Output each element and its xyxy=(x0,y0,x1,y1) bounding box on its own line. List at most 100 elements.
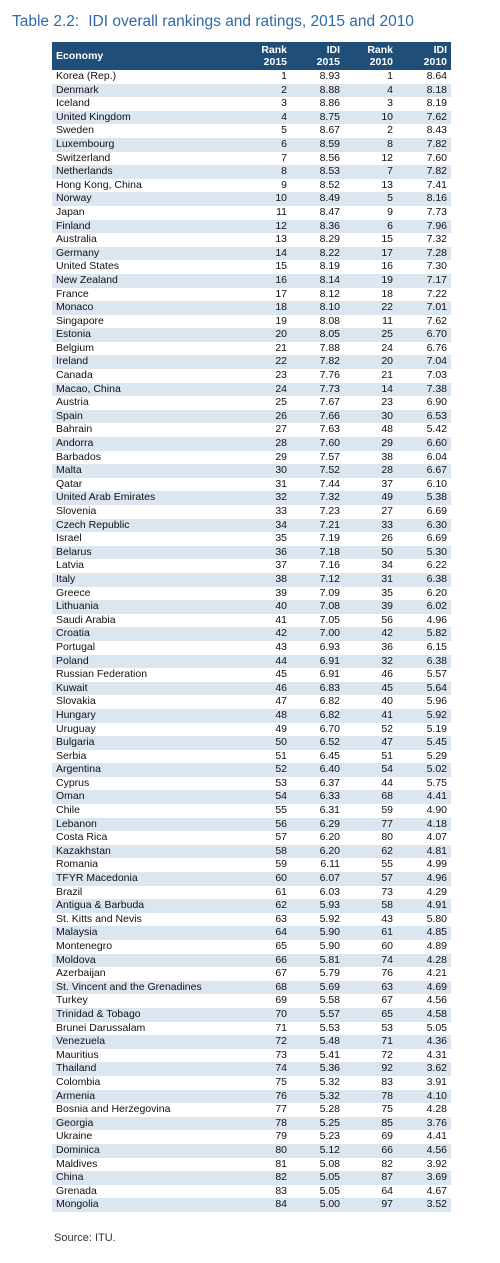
table-row: Mongolia 84 5.00 97 3.52 xyxy=(52,1198,451,1212)
table-row: Norway 10 8.49 5 8.16 xyxy=(52,192,451,206)
rank-2015-cell: 51 xyxy=(275,749,287,762)
idi-2015-cell: 7.44 xyxy=(319,477,340,490)
rank-2010-cell: 63 xyxy=(344,980,397,995)
table-row: Luxembourg 6 8.59 8 7.82 xyxy=(52,137,451,152)
idi-2010-cell: 4.21 xyxy=(426,967,447,980)
idi-2015-cell: 5.53 xyxy=(319,1021,340,1034)
idi-2010-cell: 3.91 xyxy=(426,1075,447,1088)
economy-cell: Germany xyxy=(52,246,238,261)
idi-2015-cell: 6.82 xyxy=(319,695,340,708)
rank-2010-cell: 42 xyxy=(344,627,397,641)
idi-2010-cell: 4.90 xyxy=(426,804,447,817)
economy-cell: Georgia xyxy=(52,1116,238,1131)
idi-2010-cell: 7.32 xyxy=(426,233,447,246)
rank-2015-cell: 34 xyxy=(238,518,291,533)
idi-2015-cell: 8.22 xyxy=(291,246,344,261)
rank-2015-cell: 23 xyxy=(275,369,287,382)
rank-2010-cell: 83 xyxy=(381,1075,393,1088)
idi-2015-cell: 5.90 xyxy=(291,926,344,940)
economy-cell: Malta xyxy=(52,464,238,478)
idi-2010-cell: 6.38 xyxy=(397,654,451,669)
rank-2015-cell: 42 xyxy=(238,627,291,641)
idi-2010-cell: 4.18 xyxy=(397,817,451,832)
rank-2010-cell: 20 xyxy=(344,355,397,370)
table-row: Bulgaria 50 6.52 47 5.45 xyxy=(52,736,451,750)
idi-2010-cell: 5.30 xyxy=(397,545,451,560)
idi-2015-cell: 5.48 xyxy=(291,1035,344,1049)
rank-2010-cell: 76 xyxy=(381,967,393,980)
economy-cell: Kuwait xyxy=(52,681,238,696)
rank-2015-cell: 71 xyxy=(275,1021,287,1034)
idi-2015-cell: 5.00 xyxy=(291,1198,344,1212)
rank-2015-cell: 5 xyxy=(281,124,287,137)
economy-cell: United Kingdom xyxy=(52,110,238,125)
rank-2010-cell: 11 xyxy=(382,314,393,327)
table-row: United Kingdom 4 8.75 10 7.62 xyxy=(52,110,451,125)
rank-2010-cell: 78 xyxy=(344,1089,397,1104)
idi-2010-cell: 6.69 xyxy=(426,532,447,545)
rank-2010-cell: 73 xyxy=(381,885,393,898)
idi-2010-cell: 5.57 xyxy=(426,668,447,681)
economy-cell: Korea (Rep.) xyxy=(56,70,117,82)
rank-2010-cell: 40 xyxy=(381,695,393,708)
idi-2010-cell: 7.73 xyxy=(426,205,447,218)
rank-2010-cell: 34 xyxy=(381,559,393,572)
rank-2015-cell: 49 xyxy=(275,722,287,735)
rank-2015-cell: 67 xyxy=(275,967,287,980)
economy-cell: St. Kitts and Nevis xyxy=(56,912,142,925)
table-row: Italy 38 7.12 31 6.38 xyxy=(52,572,451,587)
rank-2015-cell: 64 xyxy=(238,926,291,940)
economy-cell: Austria xyxy=(56,396,89,409)
rank-2010-cell: 4 xyxy=(344,83,397,98)
rank-2010-cell: 41 xyxy=(344,708,397,723)
rank-2010-cell: 56 xyxy=(381,613,393,626)
rank-2015-cell: 46 xyxy=(238,681,291,696)
idi-2010-cell: 4.41 xyxy=(397,790,451,805)
rank-2010-cell: 3 xyxy=(387,97,393,110)
idi-2015-cell: 5.32 xyxy=(291,1089,344,1104)
rank-2010-cell: 45 xyxy=(344,681,397,696)
idi-2015-cell: 8.19 xyxy=(319,260,340,273)
rank-2010-cell: 54 xyxy=(344,763,397,777)
rank-2010-cell: 97 xyxy=(344,1198,397,1212)
idi-2015-cell: 8.08 xyxy=(319,314,340,327)
economy-cell: Lebanon xyxy=(52,817,238,832)
rank-2015-cell: 48 xyxy=(238,708,291,723)
economy-cell: Thailand xyxy=(52,1062,238,1076)
rank-2010-cell: 92 xyxy=(344,1062,397,1076)
rank-2010-cell: 67 xyxy=(381,994,393,1007)
table-row: Cyprus 53 6.37 44 5.75 xyxy=(52,777,451,791)
rank-2010-cell: 18 xyxy=(381,287,393,300)
economy-cell: Iceland xyxy=(56,97,90,110)
rank-2015-cell: 8 xyxy=(238,165,291,179)
idi-2010-cell: 7.17 xyxy=(397,273,451,288)
table-row: Brunei Darussalam 71 5.53 53 5.05 xyxy=(52,1022,451,1036)
economy-cell: Maldives xyxy=(56,1157,98,1170)
economy-cell: Lithuania xyxy=(52,600,238,614)
table-row: Austria 25 7.67 23 6.90 xyxy=(52,396,451,410)
table-row: Lithuania 40 7.08 39 6.02 xyxy=(52,600,451,614)
rank-2010-cell: 53 xyxy=(381,1021,393,1034)
idi-2015-cell: 6.91 xyxy=(291,654,344,669)
idi-2015-cell: 5.41 xyxy=(319,1048,340,1061)
idi-2010-cell: 4.91 xyxy=(397,899,451,913)
rank-2015-cell: 79 xyxy=(275,1130,287,1143)
idi-2010-cell: 3.52 xyxy=(397,1198,451,1212)
rank-2010-cell: 25 xyxy=(344,328,397,342)
economy-cell: Netherlands xyxy=(52,165,238,179)
economy-cell: Greece xyxy=(56,586,91,599)
rank-2010-cell: 74 xyxy=(344,953,397,968)
rank-2015-cell: 74 xyxy=(238,1062,291,1076)
idi-2015-cell: 8.53 xyxy=(291,165,344,179)
idi-2010-cell: 4.96 xyxy=(426,613,447,626)
table-row: Grenada 83 5.05 64 4.67 xyxy=(52,1185,451,1199)
idi-2010-cell: 7.38 xyxy=(397,382,451,397)
idi-2010-cell: 8.19 xyxy=(426,97,447,110)
table-body: Korea (Rep.) 1 8.93 1 8.64 Denmark 2 8.88 4 8.18 I… xyxy=(52,70,451,1212)
rank-2015-cell: 25 xyxy=(275,396,287,409)
idi-2015-cell: 7.67 xyxy=(319,396,340,409)
rank-2010-cell: 17 xyxy=(344,246,397,261)
rank-2015-cell: 68 xyxy=(238,980,291,995)
idi-2015-cell: 5.57 xyxy=(291,1007,344,1022)
idi-2015-cell: 7.88 xyxy=(319,341,340,354)
